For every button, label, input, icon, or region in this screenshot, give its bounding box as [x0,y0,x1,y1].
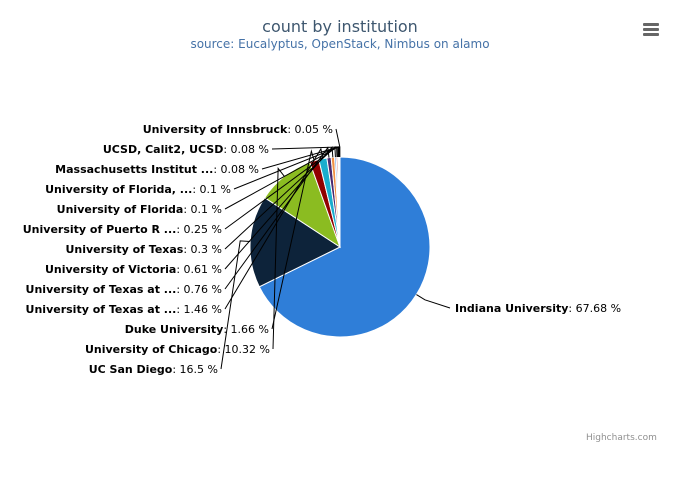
slice-label-name: University of Chicago [85,343,218,356]
slice-label-name: UCSD, Calit2, UCSD [103,143,224,156]
label-connector [220,240,251,370]
slice-label-value: : 1.46 % [176,303,222,316]
slice-label-name: Duke University [125,323,224,336]
slice-label: University of Florida, ...: 0.1 % [45,183,231,196]
slice-label-value: : 0.05 % [287,123,333,136]
slice-label-value: : 67.68 % [568,302,621,315]
slice-label: Massachusetts Institut ...: 0.08 % [55,163,259,176]
slice-label: University of Chicago: 10.32 % [85,343,270,356]
chart-title: count by institution [262,17,418,36]
slice-label: University of Innsbruck: 0.05 % [143,123,333,136]
slice-label-name: University of Puerto R ... [23,223,177,236]
slice-label: University of Puerto R ...: 0.25 % [23,223,222,236]
slice-label: UC San Diego: 16.5 % [89,363,218,376]
hamburger-menu-icon[interactable] [640,20,662,40]
slice-label-name: University of Texas at ... [26,303,177,316]
slice-label-value: : 0.1 % [183,203,222,216]
slice-label-value: : 0.61 % [176,263,222,276]
slice-label: University of Texas at ...: 0.76 % [26,283,222,296]
slice-label: University of Victoria: 0.61 % [45,263,222,276]
slice-label-value: : 0.25 % [176,223,222,236]
label-connector [272,167,285,350]
slice-label-value: : 1.66 % [223,323,269,336]
slice-label-value: : 10.32 % [217,343,270,356]
slice-label-name: University of Florida, ... [45,183,192,196]
slice-label-value: : 0.3 % [183,243,222,256]
slice-label-name: University of Texas [65,243,183,256]
slice-label-name: University of Innsbruck [143,123,288,136]
credits-link[interactable]: Highcharts.com [586,433,657,443]
slice-label-value: : 0.08 % [223,143,269,156]
slice-label-name: UC San Diego [89,363,173,376]
slice-label-name: Massachusetts Institut ... [55,163,213,176]
pie-slice[interactable] [258,156,431,338]
chart-subtitle: source: Eucalyptus, OpenStack, Nimbus on… [190,37,490,51]
slice-label: University of Texas: 0.3 % [65,243,222,256]
slice-label: University of Texas at ...: 1.46 % [26,303,222,316]
slice-label-name: University of Victoria [45,263,176,276]
slice-label-value: : 0.76 % [176,283,222,296]
slice-label-name: University of Texas at ... [26,283,177,296]
label-connector [335,128,341,158]
slice-label: University of Florida: 0.1 % [57,203,222,216]
slice-label-name: Indiana University [455,302,568,315]
label-connector [416,294,451,309]
slice-label-value: : 0.1 % [192,183,231,196]
slice-label: Indiana University: 67.68 % [455,302,621,315]
slice-label: UCSD, Calit2, UCSD: 0.08 % [103,143,269,156]
slice-label-value: : 16.5 % [172,363,218,376]
slice-label: Duke University: 1.66 % [125,323,269,336]
slice-label-name: University of Florida [57,203,184,216]
slice-label-value: : 0.08 % [213,163,259,176]
